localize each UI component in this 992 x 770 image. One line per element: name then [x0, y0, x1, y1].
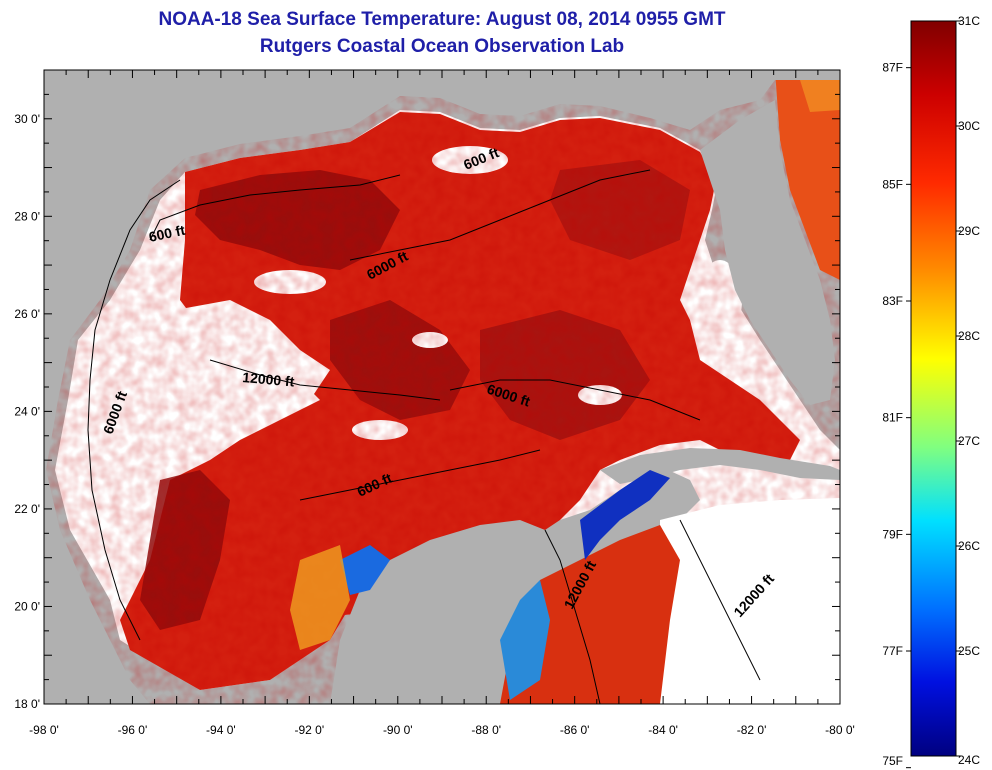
contour-label: 12000 ft	[242, 369, 296, 390]
longitude-tick-label: -94 0'	[206, 723, 236, 737]
colorbar-celsius-label: 25C	[958, 644, 980, 658]
colorbar-celsius-label: 27C	[958, 434, 980, 448]
colorbar-celsius-label: 26C	[958, 539, 980, 553]
longitude-tick-label: -82 0'	[737, 723, 767, 737]
caribbean-warm-field	[500, 525, 680, 704]
longitude-tick-label: -96 0'	[118, 723, 148, 737]
us-coast-land	[44, 70, 840, 190]
map-title: NOAA-18 Sea Surface Temperature: August …	[158, 9, 726, 30]
bathymetry-contours	[87, 169, 761, 704]
colorbar-fahrenheit-label: 79F	[882, 527, 903, 541]
contour-label: 600 ft	[147, 222, 186, 245]
map-subtitle: Rutgers Coastal Ocean Observation Lab	[259, 36, 625, 57]
axis-ticks	[43, 69, 841, 705]
colorbar-fahrenheit-label: 75F	[882, 754, 903, 768]
longitude-labels: -98 0' -96 0' -94 0' -92 0' -90 0' -88 0' -86 …	[29, 723, 855, 737]
latitude-tick-label: 26 0'	[14, 307, 40, 321]
colorbar-celsius-label: 30C	[958, 119, 980, 133]
colorbar-labels: 31C 30C 29C 28C 27C 26C 25C 24C 87F 85F 83F 81F 79F 7…	[882, 14, 980, 769]
sst-warm-yellow-patch	[290, 545, 350, 650]
colorbar-fahrenheit-label: 87F	[882, 61, 903, 75]
colorbar-celsius-label: 31C	[958, 14, 980, 28]
latitude-tick-label: 28 0'	[14, 209, 40, 223]
colorbar-fahrenheit-label: 77F	[882, 644, 903, 658]
longitude-tick-label: -98 0'	[29, 723, 59, 737]
sst-cool-patch	[340, 545, 390, 595]
longitude-tick-label: -86 0'	[560, 723, 590, 737]
longitude-tick-label: -84 0'	[648, 723, 678, 737]
atlantic-warm-field	[800, 80, 840, 112]
colorbar-celsius-label: 24C	[958, 753, 980, 767]
colorbar-celsius-label: 29C	[958, 224, 980, 238]
colorbar-fahrenheit-label: 83F	[882, 294, 903, 308]
atlantic-warm-field	[775, 70, 840, 280]
colorbar	[910, 20, 957, 757]
latitude-tick-label: 30 0'	[14, 112, 40, 126]
latitude-labels: 18 0' 20 0' 22 0' 24 0' 26 0' 28 0' 30 0'	[14, 112, 40, 711]
colorbar-celsius-label: 28C	[958, 329, 980, 343]
mexico-land	[44, 190, 150, 704]
sst-cool-patch	[580, 470, 670, 560]
longitude-tick-label: -80 0'	[825, 723, 855, 737]
longitude-tick-label: -90 0'	[383, 723, 413, 737]
latitude-tick-label: 24 0'	[14, 404, 40, 418]
longitude-tick-label: -88 0'	[471, 723, 501, 737]
sst-cool-patch	[500, 580, 550, 700]
colorbar-fahrenheit-label: 81F	[882, 411, 903, 425]
colorbar-fahrenheit-label: 85F	[882, 177, 903, 191]
caribbean-no-data	[650, 498, 840, 704]
latitude-tick-label: 20 0'	[14, 599, 40, 613]
florida-land	[700, 100, 835, 405]
longitude-tick-label: -92 0'	[295, 723, 325, 737]
latitude-tick-label: 22 0'	[14, 502, 40, 516]
latitude-tick-label: 18 0'	[14, 697, 40, 711]
